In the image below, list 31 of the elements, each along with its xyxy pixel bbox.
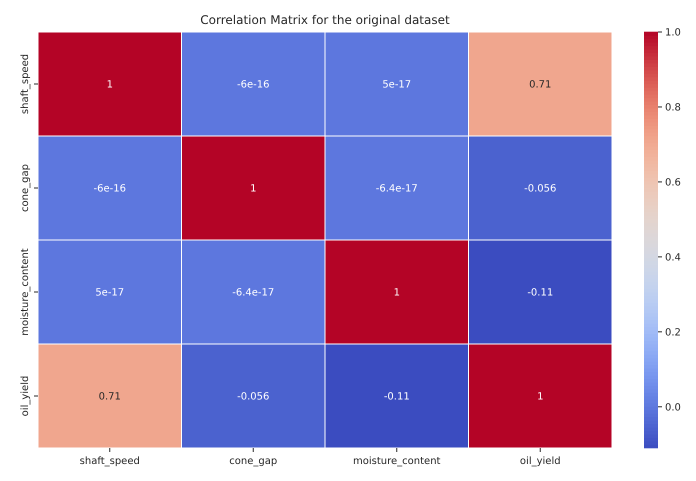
data-label: 1	[537, 392, 544, 402]
data-label: -6.4e-17	[376, 184, 418, 194]
color-bar-label: 1.0	[665, 28, 681, 38]
data-label: 0.71	[529, 80, 552, 90]
y-tick-label: oil_yield	[20, 376, 31, 416]
data-label: -0.056	[237, 392, 270, 402]
data-label: 5e-17	[382, 80, 412, 90]
x-tick-label: shaft_speed	[80, 456, 140, 467]
x-tick-label: oil_yield	[520, 456, 561, 467]
data-label: -0.056	[524, 184, 556, 194]
data-label: -6e-16	[237, 80, 270, 90]
color-bar-label: 0.8	[665, 102, 681, 114]
y-tick-label: cone_gap	[20, 164, 31, 212]
color-bar-label: 0.4	[665, 252, 681, 264]
data-label: -6e-16	[94, 184, 126, 194]
chart-title: Correlation Matrix for the original dataset	[200, 13, 450, 27]
data-label: 1	[394, 288, 400, 298]
data-label: 1	[106, 80, 113, 90]
x-tick-label: cone_gap	[229, 456, 278, 467]
color-bar-label: 0.2	[665, 327, 681, 338]
data-label: -0.11	[527, 288, 554, 298]
y-tick-label: moisture_content	[20, 248, 31, 336]
color-bar-label: 0.6	[665, 177, 681, 188]
color-bar-label: 0.0	[665, 402, 681, 414]
data-label: -0.11	[384, 392, 410, 402]
y-tick-label: shaft_speed	[20, 54, 31, 114]
data-label: -6.4e-17	[232, 288, 274, 298]
data-label: 0.71	[98, 392, 121, 402]
x-tick-label: moisture_content	[353, 456, 441, 467]
data-label: 5e-17	[95, 288, 124, 298]
data-label: 1	[250, 184, 256, 194]
